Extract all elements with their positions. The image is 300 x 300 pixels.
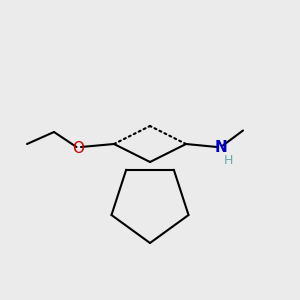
Text: H: H	[224, 154, 234, 167]
Text: N: N	[214, 140, 227, 154]
Text: O: O	[72, 141, 84, 156]
